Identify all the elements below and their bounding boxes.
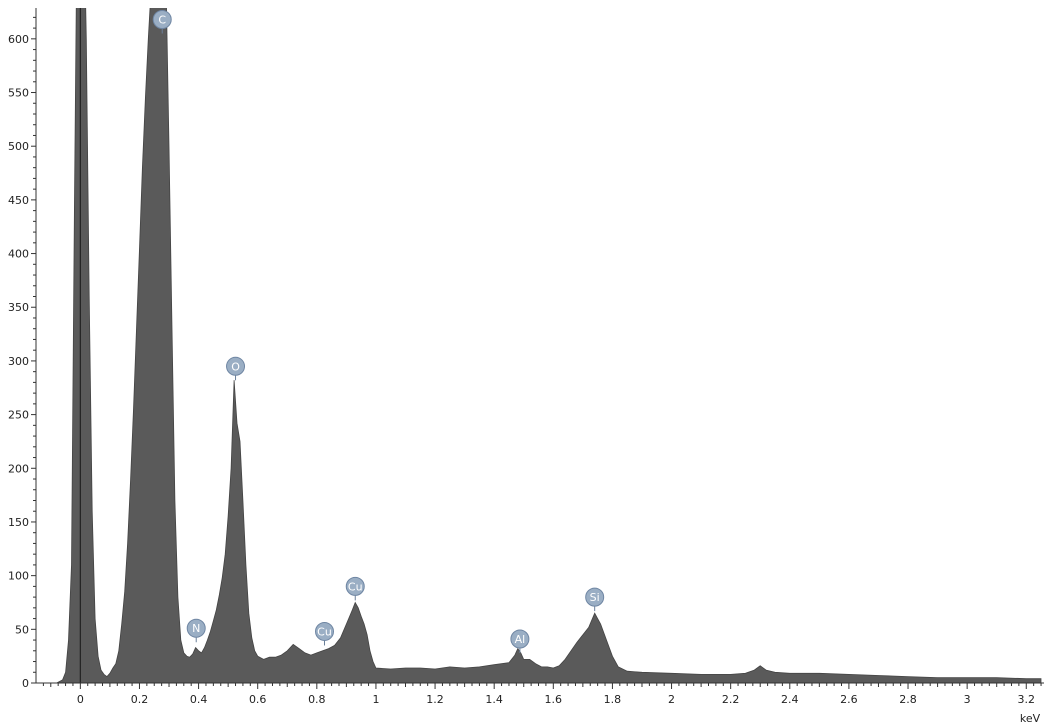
peak-marker: Si xyxy=(585,587,605,612)
peak-marker-circle xyxy=(315,621,335,641)
x-tick-label: 3.2 xyxy=(1018,693,1036,706)
peak-element-label: N xyxy=(192,622,200,635)
y-tick-label: 250 xyxy=(8,409,29,422)
x-tick-label: 1.2 xyxy=(426,693,444,706)
peak-marker-circle xyxy=(510,629,530,649)
peak-marker-circle xyxy=(585,587,605,607)
y-tick-label: 300 xyxy=(8,355,29,368)
x-tick-label: 1.4 xyxy=(485,693,503,706)
x-tick-label: 1.8 xyxy=(604,693,622,706)
peak-element-label: O xyxy=(231,360,240,373)
peak-element-label: Cu xyxy=(317,625,332,638)
peak-element-label: C xyxy=(158,14,166,27)
annotation-layer: C O N Cu Cu Al Si xyxy=(152,10,605,653)
peak-marker: Al xyxy=(510,629,530,653)
peak-element-label: Al xyxy=(515,633,526,646)
x-tick-label: 3 xyxy=(964,693,971,706)
x-tick-label: 2.6 xyxy=(840,693,858,706)
peak-marker: C xyxy=(152,10,172,34)
x-tick-label: 1 xyxy=(372,693,379,706)
spectrum-series xyxy=(56,8,1042,683)
x-tick-label: 1.6 xyxy=(545,693,563,706)
x-tick-label: 2.8 xyxy=(899,693,917,706)
axes-layer: 0 50 100 150 200 250 300 350 400 450 500 550 600 0 0.2… xyxy=(8,8,1044,706)
x-tick-label: 2.4 xyxy=(781,693,799,706)
peak-element-label: Cu xyxy=(348,580,363,593)
spectrum-layer xyxy=(56,8,1042,683)
x-tick-label: 0 xyxy=(77,693,84,706)
x-tick-label: 0.6 xyxy=(249,693,267,706)
y-tick-label: 450 xyxy=(8,194,29,207)
peak-marker: Cu xyxy=(315,621,335,646)
x-axis-label: keV xyxy=(1020,712,1041,725)
y-tick-label: 100 xyxy=(8,570,29,583)
peak-marker-circle xyxy=(345,576,365,596)
y-tick-label: 600 xyxy=(8,33,29,46)
x-tick-label: 0.2 xyxy=(131,693,149,706)
y-tick-label: 500 xyxy=(8,140,29,153)
peak-marker: O xyxy=(226,356,246,381)
y-tick-label: 150 xyxy=(8,516,29,529)
x-tick-label: 0.8 xyxy=(308,693,326,706)
y-tick-label: 400 xyxy=(8,248,29,261)
y-tick-label: 0 xyxy=(22,677,29,690)
peak-marker-circle xyxy=(152,10,172,30)
peak-element-label: Si xyxy=(590,591,600,604)
y-tick-label: 50 xyxy=(15,623,29,636)
x-tick-label: 2 xyxy=(668,693,675,706)
y-tick-label: 350 xyxy=(8,301,29,314)
peak-marker: Cu xyxy=(345,576,365,601)
y-tick-label: 550 xyxy=(8,87,29,100)
y-tick-label: 200 xyxy=(8,462,29,475)
x-tick-label: 0.4 xyxy=(190,693,208,706)
peak-marker: N xyxy=(186,618,206,643)
peak-marker-circle xyxy=(186,618,206,638)
peak-marker-circle xyxy=(226,356,246,376)
x-tick-label: 2.2 xyxy=(722,693,740,706)
